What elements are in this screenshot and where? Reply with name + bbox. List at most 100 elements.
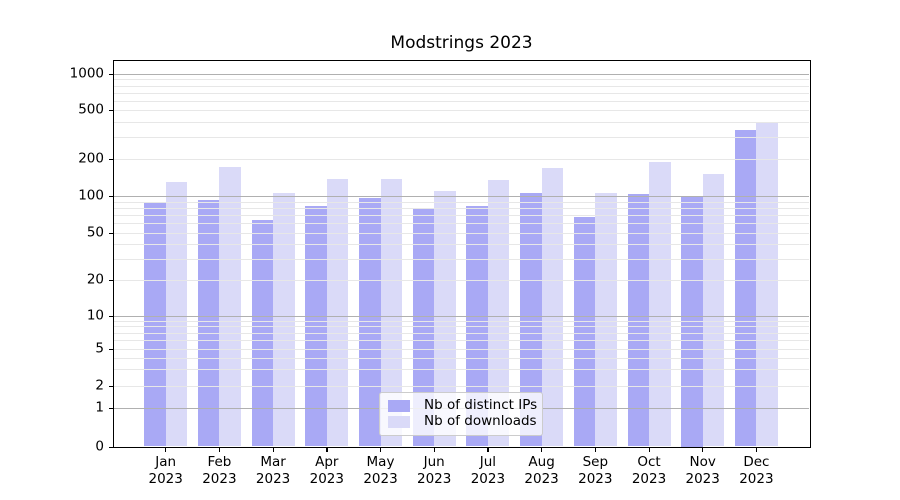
x-tick-jun — [433, 448, 435, 452]
gridline-minor-8 — [114, 326, 809, 328]
y-tick-200 — [108, 159, 113, 161]
x-tick-label-jul: Jul 2023 — [470, 454, 506, 487]
x-tick-label-jan: Jan 2023 — [148, 454, 183, 487]
x-tick-may — [380, 448, 382, 452]
y-tick-100 — [108, 196, 113, 198]
y-tick-label-1000: 1000 — [69, 65, 104, 82]
y-tick-label-5: 5 — [95, 339, 104, 356]
gridline-minor-5 — [114, 348, 809, 350]
bar-downloads-dec — [756, 121, 778, 447]
gridline-minor-200 — [114, 159, 809, 160]
gridline-major-100 — [114, 196, 809, 197]
legend-label-distinct-ips: Nb of distinct IPs — [424, 397, 538, 414]
gridline-minor-30 — [114, 259, 809, 261]
bar-distinct-ips-jun — [412, 208, 435, 447]
gridline-minor-60 — [114, 223, 809, 225]
x-tick-mar — [272, 448, 274, 452]
gridline-minor-80 — [114, 207, 809, 209]
y-tick-label-200: 200 — [78, 150, 104, 167]
gridline-minor-800 — [114, 85, 809, 87]
legend-label-downloads: Nb of downloads — [424, 413, 537, 430]
x-tick-nov — [702, 448, 704, 452]
x-tick-aug — [541, 448, 543, 452]
x-tick-label-sep: Sep 2023 — [578, 454, 613, 487]
gridline-major-1000 — [114, 74, 809, 75]
y-tick-5 — [108, 348, 113, 350]
y-tick-0 — [108, 446, 113, 448]
y-tick-1000 — [108, 74, 113, 76]
x-tick-apr — [326, 448, 328, 452]
y-tick-1 — [108, 408, 113, 410]
y-tick-label-2: 2 — [95, 376, 104, 393]
gridline-minor-2 — [114, 385, 809, 387]
x-tick-label-nov: Nov 2023 — [685, 454, 720, 487]
y-tick-label-100: 100 — [78, 187, 104, 204]
y-tick-10 — [108, 315, 113, 317]
x-tick-jul — [487, 448, 489, 452]
gridline-minor-90 — [114, 201, 809, 203]
y-tick-label-0: 0 — [95, 437, 104, 454]
y-tick-label-50: 50 — [86, 223, 104, 240]
gridline-minor-600 — [114, 100, 809, 102]
chart-title: Modstrings 2023 — [390, 33, 533, 53]
bar-distinct-ips-aug — [520, 192, 542, 447]
bar-downloads-mar — [273, 193, 295, 447]
x-tick-label-feb: Feb 2023 — [202, 454, 237, 487]
bar-downloads-nov — [702, 174, 725, 447]
y-tick-label-10: 10 — [86, 306, 104, 323]
gridline-minor-7 — [114, 332, 809, 334]
x-tick-jan — [165, 448, 167, 452]
gridline-minor-900 — [114, 79, 809, 81]
y-tick-2 — [108, 385, 113, 387]
legend-item-distinct-ips: Nb of distinct IPs — [388, 397, 538, 414]
bar-distinct-ips-sep — [573, 217, 596, 447]
bar-distinct-ips-jan — [144, 202, 166, 447]
bar-downloads-may — [380, 179, 402, 447]
gridline-major-10 — [114, 315, 809, 317]
legend: Nb of distinct IPs Nb of downloads — [379, 392, 543, 436]
bar-downloads-jun — [434, 190, 456, 447]
gridline-minor-500 — [114, 110, 809, 111]
gridline-minor-400 — [114, 121, 809, 123]
gridline-minor-6 — [114, 340, 809, 342]
x-tick-sep — [594, 448, 597, 452]
y-tick-label-1: 1 — [95, 399, 104, 416]
y-tick-20 — [108, 280, 113, 282]
x-tick-label-mar: Mar 2023 — [255, 454, 291, 487]
x-tick-oct — [648, 448, 650, 452]
gridline-minor-50 — [114, 232, 809, 234]
y-tick-50 — [108, 232, 113, 234]
legend-swatch-distinct-ips — [388, 400, 410, 412]
x-tick-dec — [755, 448, 758, 452]
bar-distinct-ips-feb — [197, 199, 220, 447]
x-tick-feb — [218, 448, 221, 452]
bar-distinct-ips-dec — [734, 129, 757, 447]
gridline-minor-70 — [114, 214, 809, 216]
bar-downloads-apr — [326, 179, 349, 447]
gridline-minor-300 — [114, 137, 809, 139]
x-tick-label-apr: Apr 2023 — [309, 454, 344, 487]
x-tick-label-may: May 2023 — [363, 454, 398, 487]
gridline-minor-9 — [114, 320, 809, 322]
x-tick-label-jun: Jun 2023 — [417, 454, 452, 487]
legend-swatch-downloads — [388, 416, 410, 428]
bar-distinct-ips-oct — [627, 194, 649, 447]
bar-downloads-jul — [487, 179, 510, 447]
bar-downloads-jan — [165, 182, 188, 447]
y-tick-label-20: 20 — [86, 271, 104, 288]
x-tick-label-oct: Oct 2023 — [631, 454, 667, 487]
y-tick-label-500: 500 — [78, 101, 104, 118]
gridline-minor-700 — [114, 92, 809, 94]
y-tick-500 — [108, 110, 113, 112]
bar-downloads-sep — [595, 193, 617, 447]
gridline-minor-20 — [114, 280, 809, 281]
gridline-minor-4 — [114, 357, 809, 359]
gridline-minor-3 — [114, 369, 809, 371]
x-tick-label-dec: Dec 2023 — [739, 454, 774, 487]
bar-downloads-feb — [219, 167, 241, 447]
x-tick-label-aug: Aug 2023 — [524, 454, 559, 487]
bar-distinct-ips-may — [359, 198, 381, 447]
legend-item-downloads: Nb of downloads — [388, 413, 537, 430]
bar-downloads-aug — [541, 168, 564, 447]
